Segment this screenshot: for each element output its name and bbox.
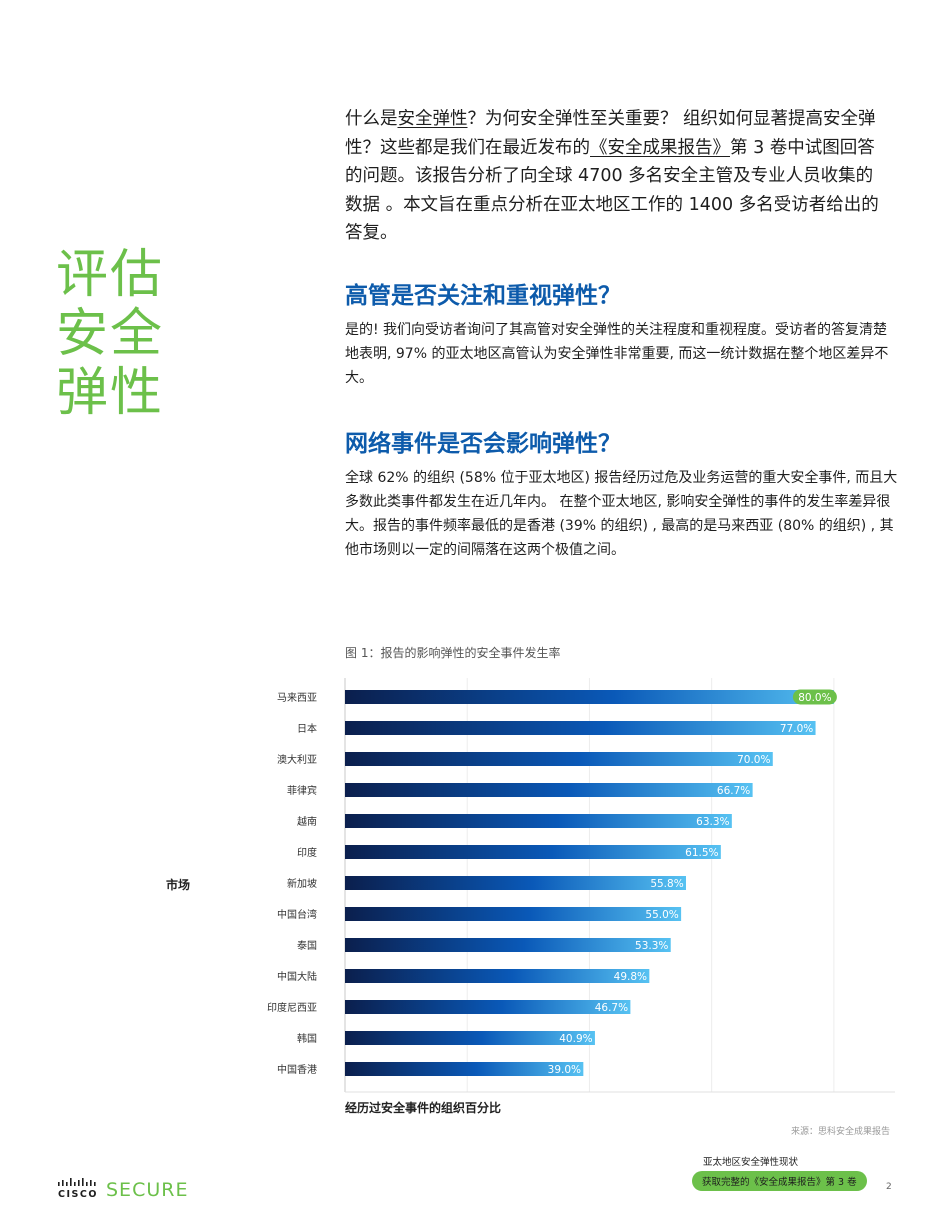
bar: [345, 1000, 631, 1014]
bar: [345, 876, 686, 890]
bar: [345, 845, 721, 859]
x-axis-title: 经历过安全事件的组织百分比: [345, 1101, 502, 1115]
category-label: 日本: [297, 722, 317, 735]
intro-text-3: 第 3 卷中试图回答的问题。该报告分析了向全球 4700 多名安全主管及专业人员…: [345, 137, 879, 244]
category-label: 越南: [297, 815, 317, 828]
category-label: 泰国: [297, 939, 317, 952]
get-report-button[interactable]: 获取完整的《安全成果报告》第 3 卷: [692, 1171, 867, 1191]
value-label: 49.8%: [614, 971, 647, 983]
page-number: 2: [886, 1182, 892, 1192]
value-label: 77.0%: [780, 723, 813, 735]
bar: [345, 752, 773, 766]
bar-chart: 马来西亚日本澳大利亚菲律宾越南印度新加坡中国台湾泰国中国大陆印度尼西亚韩国中国香…: [267, 678, 895, 1093]
value-label: 40.9%: [559, 1033, 592, 1045]
cisco-secure-logo: CISCO SECURE: [57, 1178, 197, 1208]
value-label-bg: [792, 689, 837, 705]
category-label: 新加坡: [287, 877, 317, 890]
section1-body: 是的! 我们向受访者询问了其高管对安全弹性的关注程度和重视程度。受访者的答复清楚…: [345, 322, 889, 386]
category-label: 中国大陆: [277, 970, 317, 983]
bar: [345, 783, 753, 797]
chart-category-labels: 马来西亚日本澳大利亚菲律宾越南印度新加坡中国台湾泰国中国大陆印度尼西亚韩国中国香…: [267, 692, 317, 1076]
bar: [345, 814, 732, 828]
value-label: 66.7%: [717, 785, 750, 797]
chart-bars: [345, 690, 834, 1076]
category-label: 菲律宾: [287, 784, 317, 797]
value-label: 63.3%: [696, 816, 729, 828]
side-title-line-1: 评估: [56, 245, 165, 305]
bar: [345, 907, 682, 921]
footer-note: 亚太地区安全弹性现状: [703, 1157, 799, 1168]
figure-caption: 图 1：报告的影响弹性的安全事件发生率: [345, 646, 561, 660]
intro-text-1: 什么是: [345, 109, 398, 129]
category-label: 印度: [297, 846, 317, 859]
security-resilience-link[interactable]: 安全弹性: [397, 109, 468, 129]
bar: [345, 721, 816, 735]
value-label: 80.0%: [798, 692, 831, 704]
side-title: 评估 安全 弹性: [56, 246, 166, 423]
security-outcomes-report-link[interactable]: 《安全成果报告》: [590, 137, 730, 158]
section2-body: 全球 62% 的组织 (58% 位于亚太地区) 报告经历过危及业务运营的重大安全…: [345, 470, 898, 558]
bar: [345, 1031, 595, 1045]
category-label: 中国台湾: [277, 908, 317, 921]
category-label: 马来西亚: [277, 692, 317, 704]
intro-paragraph: 什么是安全弹性？为何安全弹性至关重要？ 组织如何显著提高安全弹性？这些都是我们在…: [345, 105, 890, 248]
value-label: 46.7%: [595, 1002, 628, 1014]
value-label: 39.0%: [548, 1064, 581, 1076]
source-note: 来源：思科安全成果报告: [790, 1127, 890, 1137]
cisco-wordmark: CISCO: [58, 1189, 98, 1200]
category-label: 中国香港: [277, 1063, 317, 1076]
value-label: 53.3%: [635, 940, 668, 952]
value-label: 70.0%: [737, 754, 770, 766]
value-label: 61.5%: [685, 847, 718, 859]
intro-text-2: ？为何安全弹性至关重要？ 组织如何显著提高安全弹性？这些都是我们在最近发布的: [345, 109, 876, 158]
bar: [345, 938, 671, 952]
side-title-line-2: 安全: [56, 304, 165, 364]
section2-heading: 网络事件是否会影响弹性？: [345, 431, 621, 457]
bar: [345, 690, 834, 704]
category-label: 澳大利亚: [277, 753, 317, 766]
y-axis-title: 市场: [166, 878, 191, 892]
section1-heading: 高管是否关注和重视弹性？: [345, 283, 621, 309]
cisco-bridge-icon: [58, 1178, 96, 1186]
category-label: 印度尼西亚: [267, 1001, 317, 1014]
value-label: 55.0%: [645, 909, 678, 921]
secure-wordmark: SECURE: [106, 1179, 189, 1201]
chart-value-labels: 80.0% 77.0% 70.0% 66.7% 63.3% 61.5% 55.8% 55.0%…: [548, 689, 837, 1076]
side-title-line-3: 弹性: [56, 363, 165, 423]
category-label: 韩国: [297, 1032, 317, 1045]
bar: [345, 1062, 584, 1076]
bar: [345, 969, 650, 983]
value-label: 55.8%: [650, 878, 683, 890]
